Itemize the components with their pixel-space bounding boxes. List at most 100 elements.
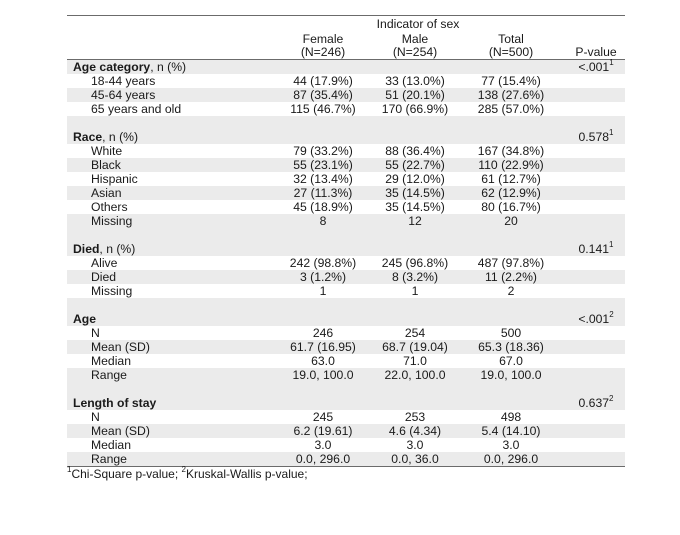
table-row: N 246 254 500 — [67, 326, 625, 340]
table-row: 65 years and old 115 (46.7%) 170 (66.9%) 28… — [67, 102, 625, 116]
total-value: 498 — [500, 410, 522, 424]
p-value: <.0011 — [567, 58, 625, 75]
female-value: 63.0 — [311, 354, 335, 368]
row-label: Range — [91, 452, 127, 466]
row-label: Median — [91, 438, 131, 452]
male-value: 254 — [404, 326, 426, 340]
table-row: Alive 242 (98.8%) 245 (96.8%) 487 (97.8%) — [67, 256, 625, 270]
male-value: 8 (3.2%) — [391, 270, 439, 284]
row-label: Median — [91, 354, 131, 368]
footnote-mark-2: 2 — [181, 465, 186, 474]
row-label: White — [91, 144, 123, 158]
row-label: N — [91, 410, 100, 424]
male-value: 68.7 (19.04) — [382, 340, 448, 354]
row-label: Asian — [91, 186, 122, 200]
p-value-text: 0.141 — [578, 242, 610, 256]
row-label: 45-64 years — [91, 88, 156, 102]
male-value: 3.0 — [406, 438, 424, 452]
spacer-row — [67, 116, 625, 130]
total-value: 19.0, 100.0 — [480, 368, 542, 382]
female-value: 55 (23.1%) — [293, 158, 353, 172]
row-label: N — [91, 326, 100, 340]
total-value: 80 (16.7%) — [481, 200, 541, 214]
p-value: 0.6372 — [567, 395, 625, 411]
male-value: 51 (20.1%) — [385, 88, 445, 102]
total-value: 285 (57.0%) — [477, 102, 545, 116]
total-value: 487 (97.8%) — [477, 256, 545, 270]
female-value: 87 (35.4%) — [293, 88, 353, 102]
female-value: 44 (17.9%) — [293, 74, 353, 88]
female-value: 6.2 (19.61) — [293, 424, 353, 438]
table-row: Missing 1 1 2 — [67, 284, 625, 298]
section-header-row: Died, n (%) 0.1411 — [67, 240, 625, 257]
table-row: 45-64 years 87 (35.4%) 51 (20.1%) 138 (27.6… — [67, 88, 625, 102]
section-label: Length of stay — [73, 396, 156, 410]
p-value-footnote-mark: 1 — [609, 240, 614, 249]
section-label: Age category, n (%) — [73, 60, 186, 74]
p-value-footnote-mark: 2 — [609, 310, 614, 319]
female-value: 3 (1.2%) — [299, 270, 347, 284]
table-row: Black 55 (23.1%) 55 (22.7%) 110 (22.9%) — [67, 158, 625, 172]
total-value: 167 (34.8%) — [477, 144, 545, 158]
total-value: 2 — [507, 284, 515, 298]
section-header-row: Race, n (%) 0.5781 — [67, 128, 625, 145]
section-title: Age category — [73, 60, 151, 74]
total-value: 20 — [504, 214, 518, 228]
male-value: 4.6 (4.34) — [388, 424, 442, 438]
p-value: 0.5781 — [567, 128, 625, 145]
table-row: Median 63.0 71.0 67.0 — [67, 354, 625, 368]
table-row: White 79 (33.2%) 88 (36.4%) 167 (34.8%) — [67, 144, 625, 158]
spanner-header: Indicator of sex — [376, 17, 460, 31]
female-value: 3.0 — [314, 438, 332, 452]
female-value: 245 — [312, 410, 334, 424]
p-value-footnote-mark: 1 — [609, 58, 614, 67]
table-row: Mean (SD) 61.7 (16.95) 68.7 (19.04) 65.3 (1… — [67, 340, 625, 354]
bottom-rule — [67, 466, 625, 467]
table-row: Range 19.0, 100.0 22.0, 100.0 19.0, 100.0 — [67, 368, 625, 382]
p-value-text: <.001 — [578, 312, 610, 326]
total-value: 5.4 (14.10) — [481, 424, 541, 438]
total-value: 500 — [500, 326, 522, 340]
male-value: 0.0, 36.0 — [391, 452, 439, 466]
male-value: 12 — [408, 214, 422, 228]
table-row: Range 0.0, 296.0 0.0, 36.0 0.0, 296.0 — [67, 452, 625, 466]
row-label: Others — [91, 200, 128, 214]
section-label: Died, n (%) — [73, 242, 135, 256]
table-row: Asian 27 (11.3%) 35 (14.5%) 62 (12.9%) — [67, 186, 625, 200]
female-value: 27 (11.3%) — [293, 186, 353, 200]
p-value: 0.1411 — [567, 240, 625, 257]
p-value-text: 0.637 — [578, 396, 610, 410]
p-value: <.0012 — [567, 310, 625, 327]
table-row: Median 3.0 3.0 3.0 — [67, 438, 625, 452]
section-title: Age — [73, 312, 97, 326]
row-label: Missing — [91, 214, 133, 228]
table-row: Died 3 (1.2%) 8 (3.2%) 11 (2.2%) — [67, 270, 625, 284]
total-value: 3.0 — [502, 438, 520, 452]
spacer-row — [67, 382, 625, 396]
row-label: Mean (SD) — [91, 424, 150, 438]
section-label: Age — [73, 312, 96, 326]
male-value: 71.0 — [403, 354, 427, 368]
total-value: 67.0 — [499, 354, 523, 368]
row-label: 65 years and old — [91, 102, 182, 116]
spacer-row — [67, 298, 625, 312]
female-n: (N=246) — [300, 45, 346, 59]
female-value: 246 — [312, 326, 334, 340]
female-value: 32 (13.4%) — [293, 172, 353, 186]
section-header-row: Length of stay 0.6372 — [67, 395, 625, 411]
p-value-footnote-mark: 1 — [609, 128, 614, 137]
female-value: 45 (18.9%) — [293, 200, 353, 214]
total-value: 138 (27.6%) — [477, 88, 545, 102]
total-n: (N=500) — [488, 45, 534, 59]
female-value: 115 (46.7%) — [290, 102, 356, 116]
section-header-row: Age <.0012 — [67, 310, 625, 327]
male-value: 35 (14.5%) — [385, 186, 445, 200]
male-value: 33 (13.0%) — [385, 74, 445, 88]
section-suffix: , n (%) — [150, 60, 187, 74]
female-value: 61.7 (16.95) — [290, 340, 356, 354]
section-suffix: , n (%) — [102, 130, 139, 144]
footnote-text-2: Kruskal-Wallis p-value; — [185, 467, 308, 481]
footnote-mark-1: 1 — [67, 465, 72, 474]
total-value: 77 (15.4%) — [481, 74, 541, 88]
spacer-row — [67, 228, 625, 242]
